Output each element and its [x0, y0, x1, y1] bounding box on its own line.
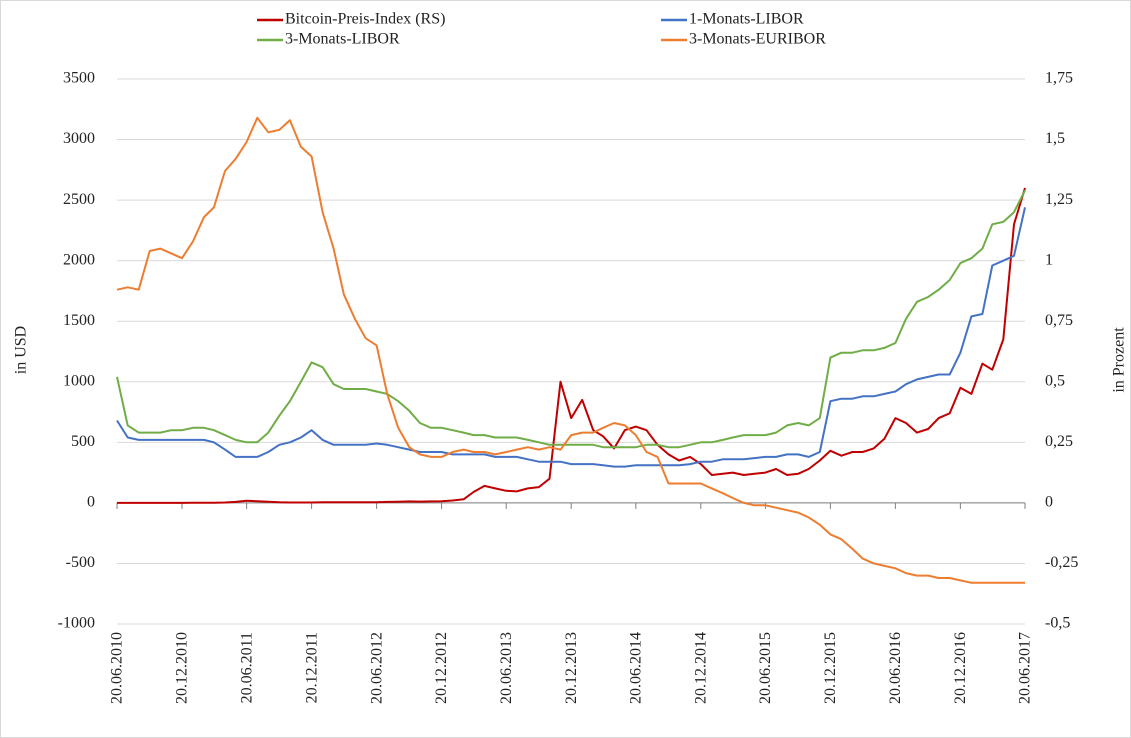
x-tick-label: 20.06.2017 [1017, 632, 1034, 704]
legend-label: Bitcoin-Preis-Index (RS) [285, 11, 445, 28]
y-tick-label: 3000 [63, 130, 95, 147]
legend-label: 3-Monats-EURIBOR [689, 31, 826, 48]
x-tick-label: 20.06.2016 [887, 632, 904, 704]
x-tick-label: 20.12.2012 [433, 632, 450, 704]
x-tick-label: 20.06.2012 [368, 632, 385, 704]
y2-tick-label: 1,5 [1045, 130, 1065, 147]
y-tick-label: 2500 [63, 191, 95, 208]
x-tick-label: 20.12.2014 [692, 632, 709, 704]
y-axis-label: in USD [13, 326, 30, 374]
y2-tick-label: -0,25 [1045, 554, 1078, 571]
series-line [116, 189, 1026, 449]
x-tick-label: 20.06.2010 [109, 632, 126, 704]
y2-tick-label: 1,75 [1045, 70, 1073, 87]
x-tick-label: 20.12.2015 [822, 632, 839, 704]
x-tick-label: 20.06.2014 [627, 632, 644, 704]
legend-label: 3-Monats-LIBOR [285, 31, 400, 48]
y2-tick-label: 1,25 [1045, 191, 1073, 208]
y-tick-label: 1500 [63, 312, 95, 329]
x-tick-label: 20.06.2011 [238, 632, 255, 703]
y-tick-label: 500 [71, 433, 95, 450]
legend-label: 1-Monats-LIBOR [689, 11, 804, 28]
x-tick-label: 20.12.2011 [303, 632, 320, 703]
series-line [116, 207, 1026, 468]
series-line [116, 116, 1025, 584]
y2-tick-label: 0 [1045, 494, 1053, 511]
y-tick-label: 1000 [63, 372, 95, 389]
y2-tick-label: -0,5 [1045, 615, 1070, 632]
y2-axis-label: in Prozent [1111, 327, 1128, 393]
y-tick-label: 3500 [63, 70, 95, 87]
y2-tick-label: 1 [1045, 251, 1053, 268]
y-tick-label: -1000 [58, 615, 95, 632]
series-line [117, 187, 1026, 504]
y-tick-label: 0 [87, 494, 95, 511]
x-tick-label: 20.12.2010 [174, 632, 191, 704]
x-tick-label: 20.06.2013 [498, 632, 515, 704]
y-tick-label: -500 [66, 554, 95, 571]
y2-tick-label: 0,5 [1045, 372, 1065, 389]
x-tick-label: 20.12.2013 [563, 632, 580, 704]
y-tick-label: 2000 [63, 251, 95, 268]
x-tick-label: 20.06.2015 [757, 632, 774, 704]
y2-tick-label: 0,25 [1045, 433, 1073, 450]
y2-tick-label: 0,75 [1045, 312, 1073, 329]
x-tick-label: 20.12.2016 [952, 632, 969, 704]
